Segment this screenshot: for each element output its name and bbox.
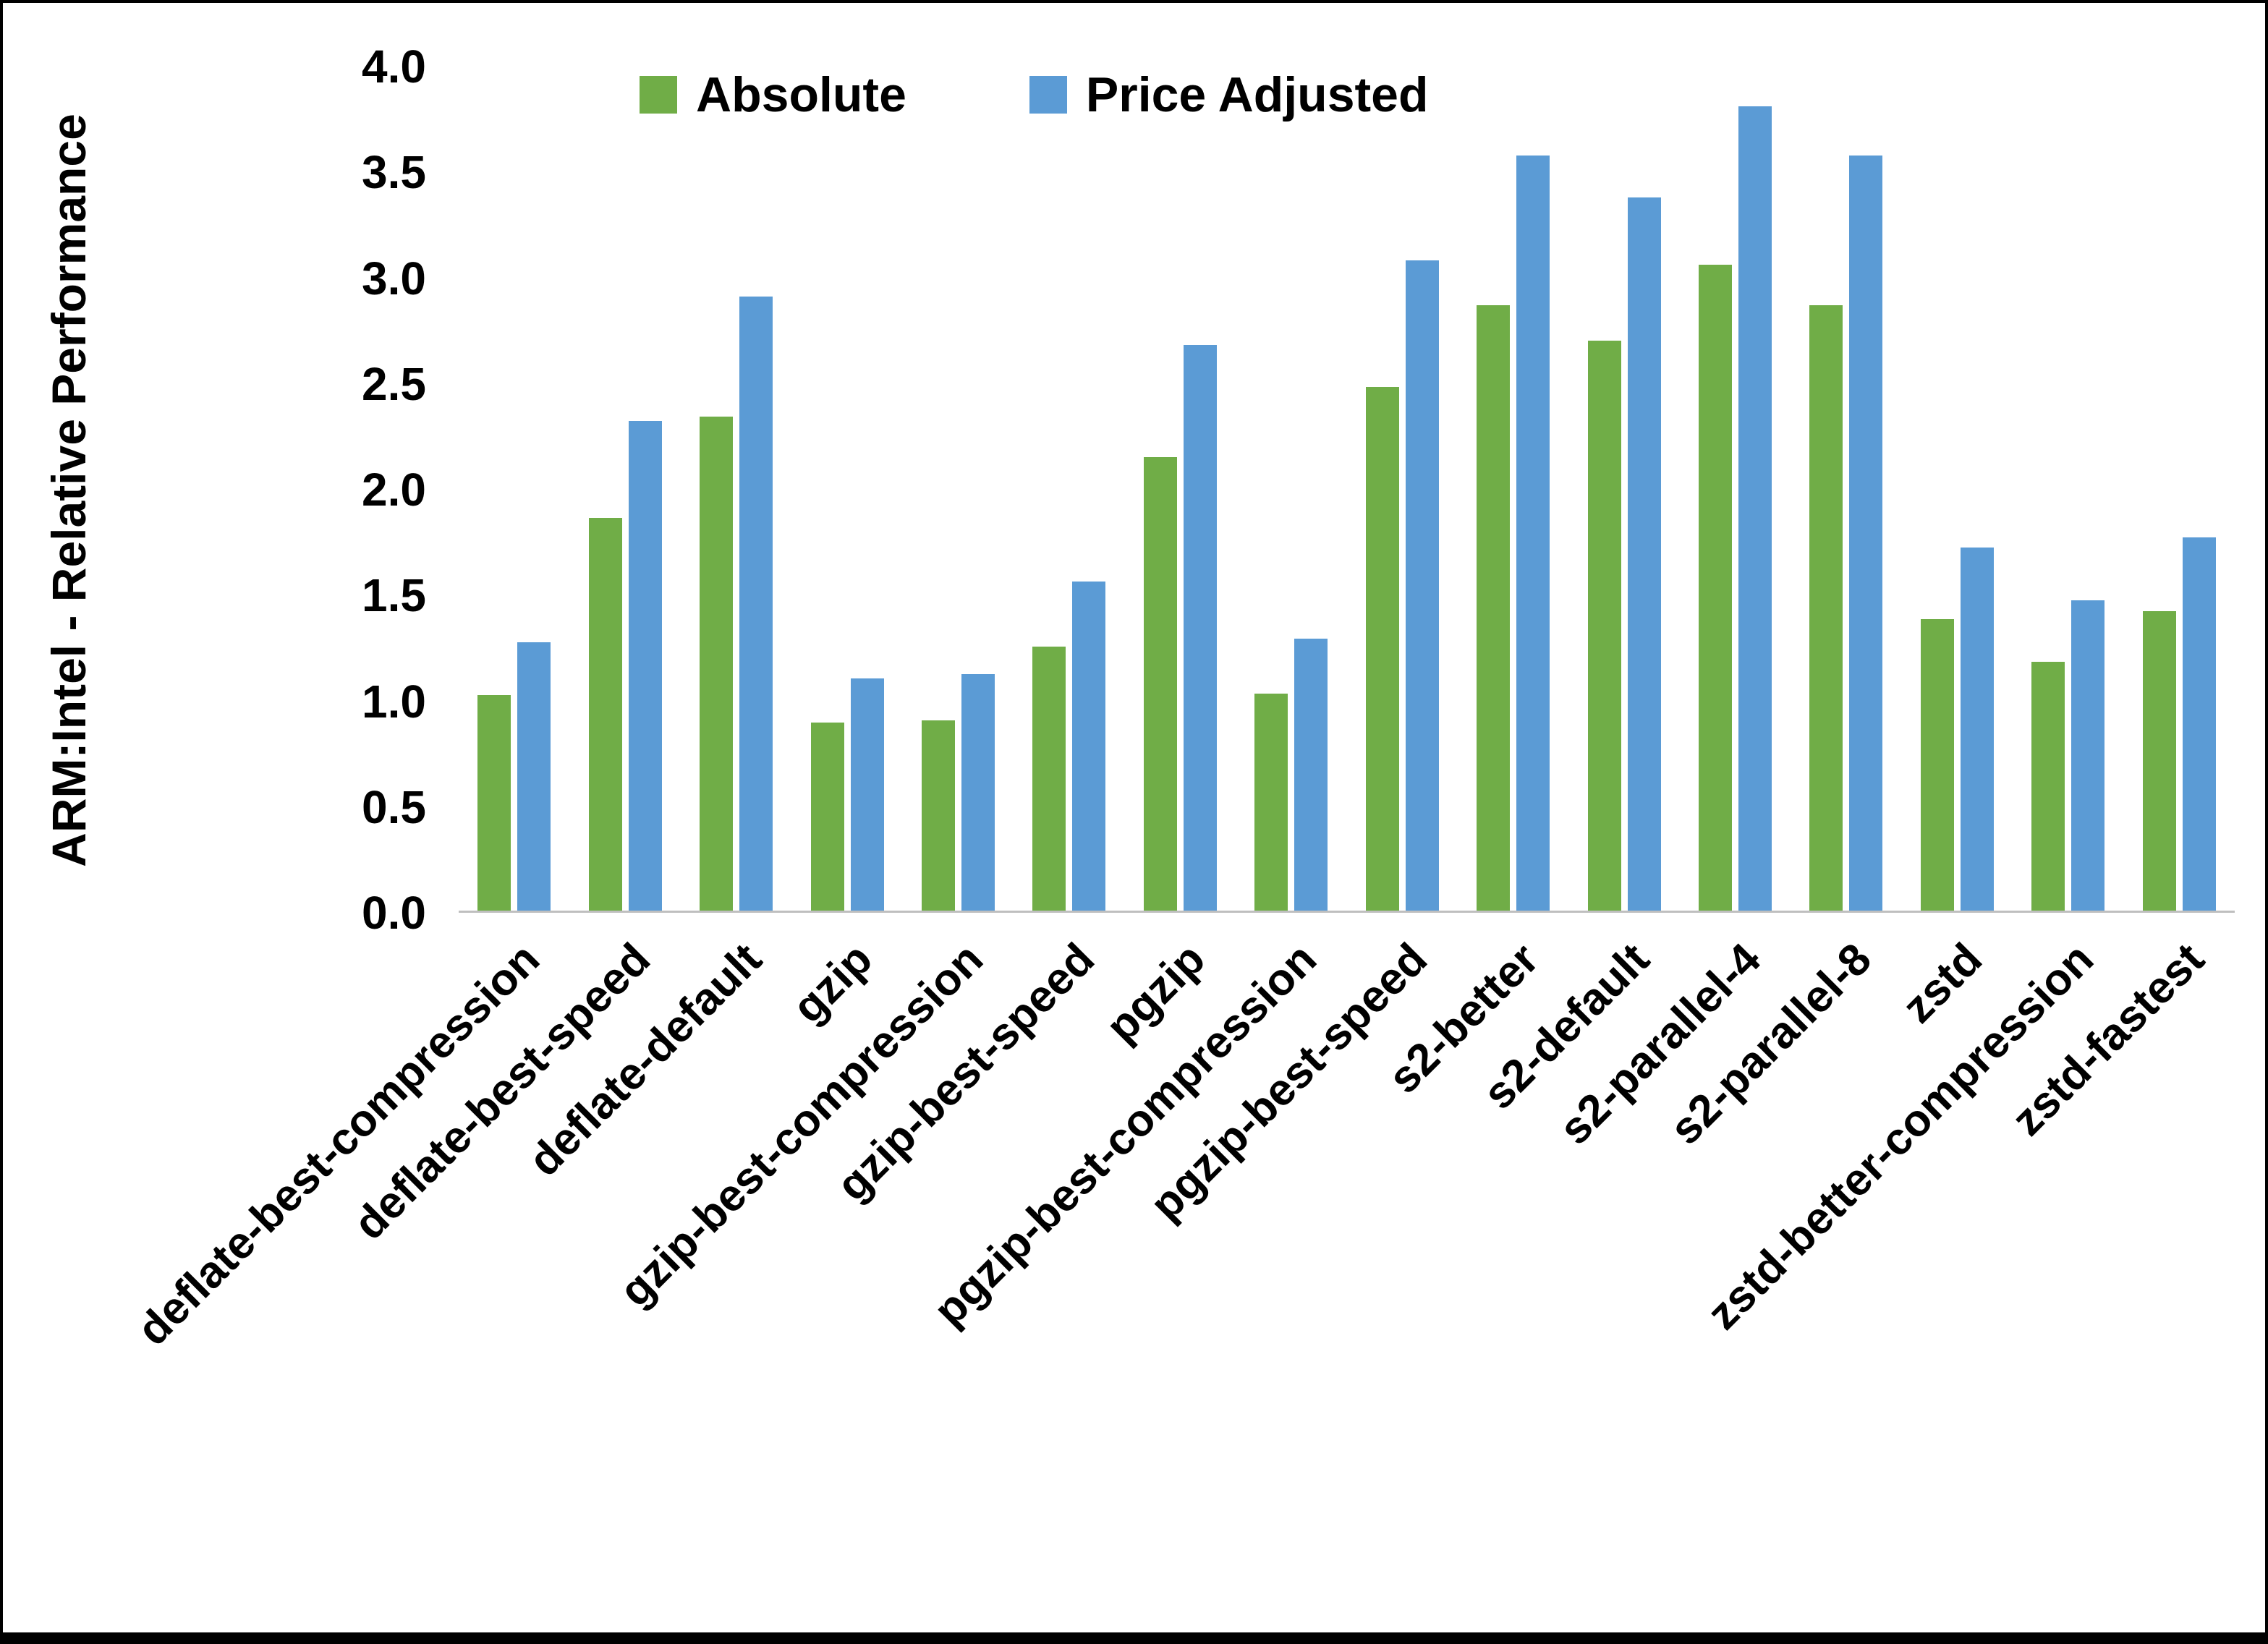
bar-absolute xyxy=(810,723,844,911)
legend-item: Absolute xyxy=(640,67,906,123)
legend-label: Price Adjusted xyxy=(1085,67,1429,122)
x-category-label: pgzip-best-compression xyxy=(924,934,1326,1336)
x-category-label: deflate-best-compression xyxy=(127,934,549,1355)
bar-group xyxy=(1125,67,1236,911)
bar-price-adjusted xyxy=(1405,260,1439,911)
bar-price-adjusted xyxy=(1183,345,1217,911)
bar-absolute xyxy=(2142,610,2176,911)
x-category-label: pgzip-best-speed xyxy=(1141,934,1437,1230)
x-category-label: zstd-better-compression xyxy=(1697,934,2103,1340)
x-category-label: s2-parallel-4 xyxy=(1549,934,1770,1154)
bar-group xyxy=(1568,67,1679,911)
x-category-label: s2-default xyxy=(1474,934,1660,1120)
bar-price-adjusted xyxy=(1627,197,1661,911)
x-category-label: s2-parallel-8 xyxy=(1660,934,1882,1154)
legend-swatch-icon xyxy=(1029,76,1067,114)
bar-absolute xyxy=(1587,341,1621,911)
x-category-label: zstd xyxy=(1893,934,1992,1033)
bar-group xyxy=(791,67,902,911)
y-tick-label: 2.0 xyxy=(362,464,426,516)
bar-absolute xyxy=(1809,304,1843,911)
y-axis-title: ARM:Intel - Relative Performance xyxy=(42,114,95,867)
y-tick-label: 2.5 xyxy=(362,357,426,410)
bar-price-adjusted xyxy=(1960,548,1994,911)
bar-group xyxy=(1902,67,2013,911)
x-category-label: pgzip xyxy=(1097,934,1215,1052)
legend-label: Absolute xyxy=(696,67,906,122)
y-tick-label: 1.5 xyxy=(362,569,426,622)
bar-group xyxy=(681,67,791,911)
x-category-label: gzip-best-speed xyxy=(827,934,1104,1211)
bar-absolute xyxy=(1254,693,1288,911)
bar-price-adjusted xyxy=(517,642,551,911)
plot-area xyxy=(459,67,2235,913)
bar-absolute xyxy=(1143,456,1177,911)
bar-absolute xyxy=(1477,304,1511,911)
bar-price-adjusted xyxy=(2071,600,2105,911)
bar-group xyxy=(1347,67,1458,911)
bar-price-adjusted xyxy=(1294,638,1328,911)
bar-absolute xyxy=(921,720,955,911)
bar-group xyxy=(2124,67,2235,911)
bar-group xyxy=(1458,67,1568,911)
bar-group xyxy=(903,67,1014,911)
bar-absolute xyxy=(1920,619,1954,911)
bar-group xyxy=(1236,67,1346,911)
bar-price-adjusted xyxy=(850,678,884,911)
bar-price-adjusted xyxy=(1072,581,1106,911)
bar-price-adjusted xyxy=(2182,537,2216,911)
bar-group xyxy=(1791,67,1901,911)
x-category-label: deflate-default xyxy=(519,934,771,1186)
bar-absolute xyxy=(2031,661,2065,911)
y-tick-label: 3.0 xyxy=(362,252,426,304)
bar-price-adjusted xyxy=(628,421,662,911)
bar-group xyxy=(569,67,680,911)
bar-group xyxy=(1014,67,1124,911)
bar-absolute xyxy=(1032,647,1066,911)
y-tick-label: 0.0 xyxy=(362,887,426,939)
legend-item: Price Adjusted xyxy=(1029,67,1429,123)
bar-absolute xyxy=(1365,387,1399,911)
bar-group xyxy=(459,67,569,911)
x-category-label: s2-better xyxy=(1378,934,1548,1104)
x-category-label: zstd-fastest xyxy=(2002,934,2214,1146)
legend: Absolute Price Adjusted xyxy=(640,67,1429,123)
y-tick-label: 3.5 xyxy=(362,146,426,199)
y-tick-label: 1.0 xyxy=(362,675,426,728)
x-category-label: gzip xyxy=(783,934,883,1033)
bar-groups xyxy=(459,67,2235,911)
y-tick-label: 0.5 xyxy=(362,780,426,833)
bar-price-adjusted xyxy=(1516,155,1550,911)
bar-price-adjusted xyxy=(739,297,773,911)
bar-absolute xyxy=(588,518,622,911)
x-category-label: gzip-best-compression xyxy=(610,934,993,1316)
bar-group xyxy=(1680,67,1791,911)
bar-absolute xyxy=(477,695,511,911)
bar-absolute xyxy=(1699,265,1733,911)
x-category-label: deflate-best-speed xyxy=(344,934,661,1250)
bar-group xyxy=(2013,67,2123,911)
y-tick-label: 4.0 xyxy=(362,41,426,93)
legend-swatch-icon xyxy=(640,76,677,114)
bar-price-adjusted xyxy=(1738,106,1772,911)
bar-absolute xyxy=(700,417,734,911)
bar-price-adjusted xyxy=(961,674,995,911)
bar-price-adjusted xyxy=(1849,155,1883,911)
